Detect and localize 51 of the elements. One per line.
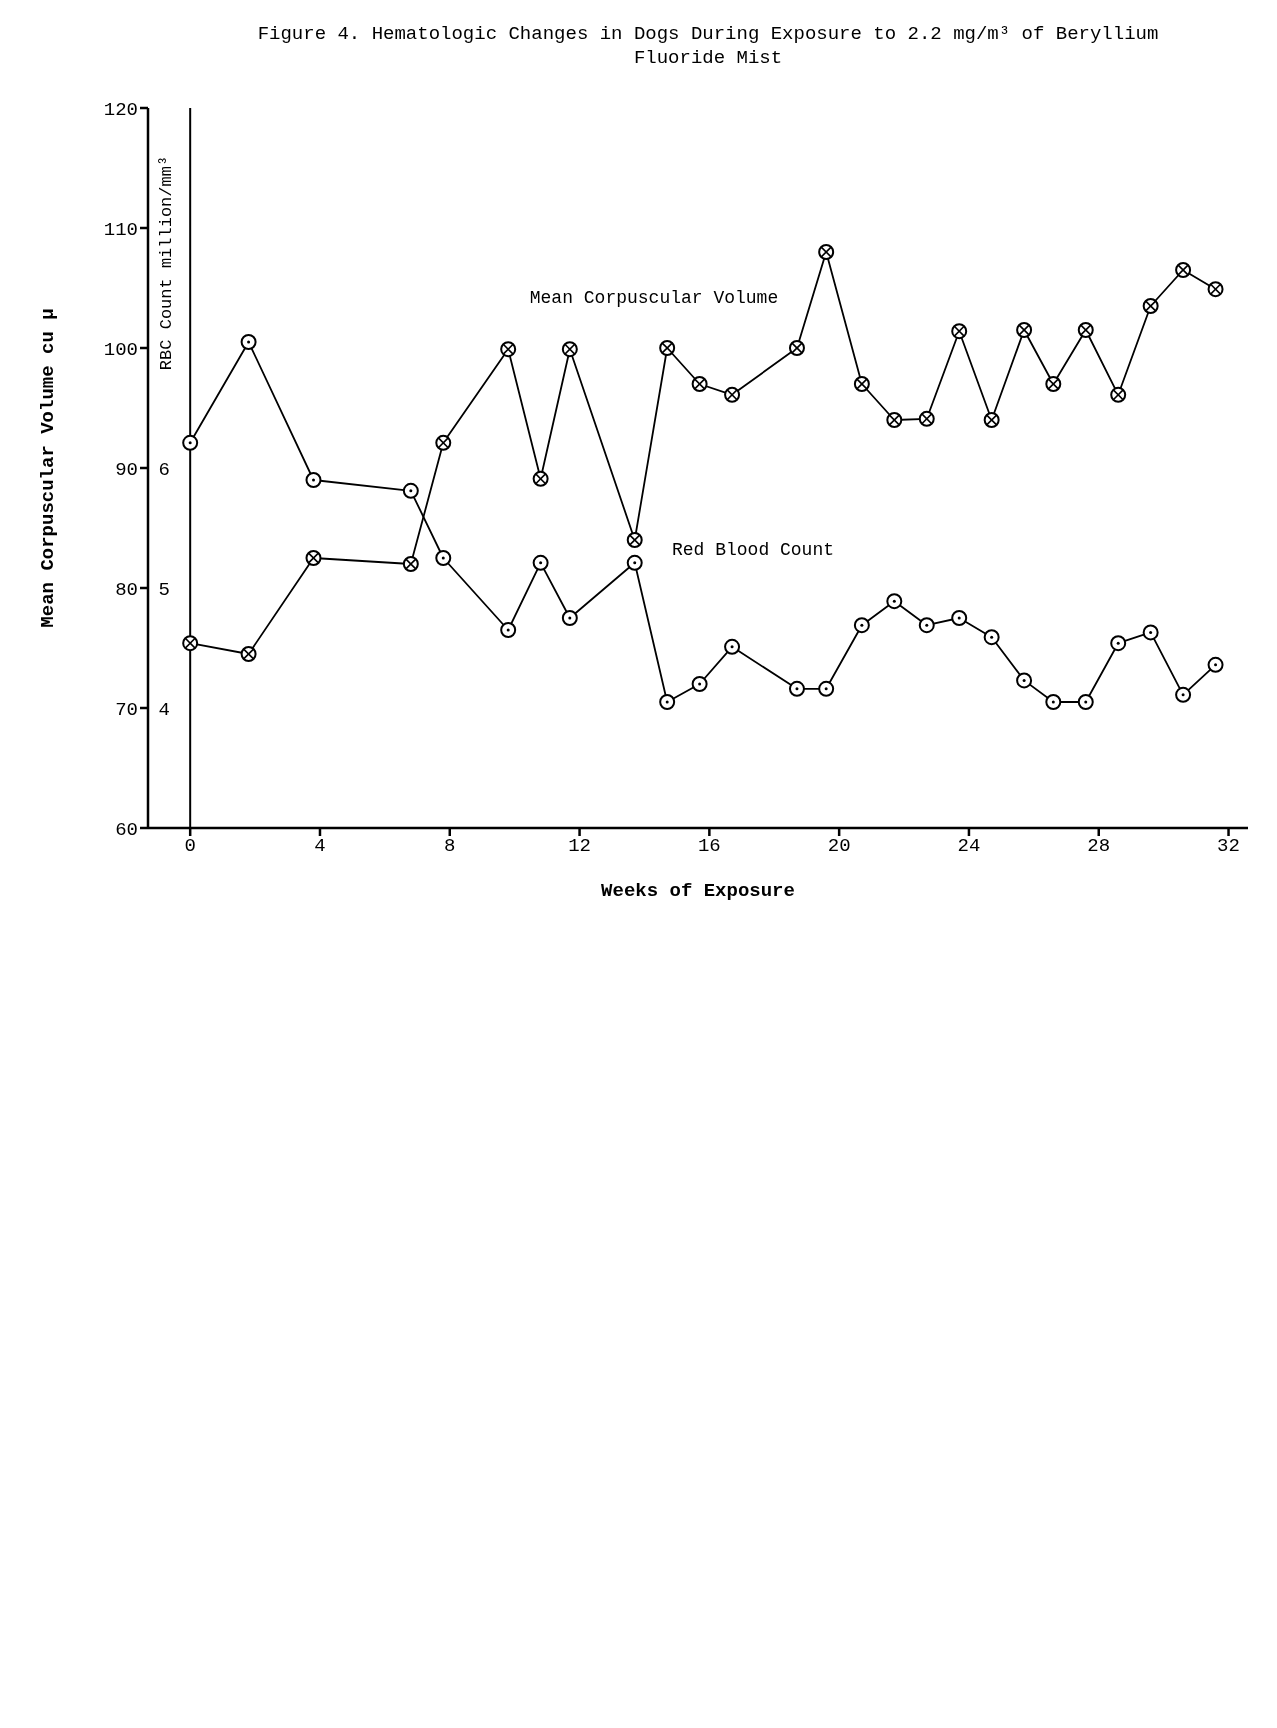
series-label: Mean Corpuscular Volume [528, 288, 780, 308]
point [182, 434, 199, 451]
x-tick-label: 24 [957, 835, 981, 858]
point [818, 680, 835, 697]
point [724, 638, 741, 655]
point [240, 334, 257, 350]
y-tick-label: 70 [115, 698, 138, 721]
y-tick-label: 90 [115, 458, 138, 481]
point [983, 629, 1000, 646]
x-tick-label: 0 [184, 835, 196, 858]
series-label: Red Blood Count [671, 540, 835, 560]
point [1077, 694, 1094, 710]
point [788, 680, 805, 697]
y-tick-label: 120 [103, 98, 138, 121]
y-tick-label: 110 [103, 218, 138, 241]
point [918, 617, 935, 634]
point [886, 593, 903, 610]
y2-tick-label: 5 [158, 578, 170, 601]
point [853, 617, 870, 634]
y2-tick-label: 6 [158, 458, 170, 481]
x-tick-label: 20 [827, 835, 851, 858]
point [1175, 686, 1192, 703]
x-axis-title: Weeks of Exposure [601, 880, 795, 902]
point [561, 610, 578, 626]
point [305, 472, 322, 488]
point [500, 622, 517, 638]
y-axis-title: Mean Corpuscular Volume cu μ [36, 308, 59, 628]
chart-title: Figure 4. Hematologic Changes in Dogs During Exposure to 2.2 mg/m³ of Beryllium Fluoride Mist [256, 22, 1160, 70]
x-tick-label: 28 [1087, 835, 1111, 858]
point [691, 676, 708, 692]
point [1207, 656, 1224, 673]
point [402, 482, 419, 499]
x-tick-label: 12 [568, 835, 591, 858]
point [435, 550, 452, 566]
x-tick-label: 4 [314, 835, 326, 858]
point [626, 554, 643, 571]
y-tick-label: 80 [115, 578, 138, 601]
point [1110, 635, 1127, 652]
x-tick-label: 16 [697, 835, 721, 858]
point [659, 694, 676, 710]
y-tick-label: 60 [115, 818, 138, 841]
point [951, 610, 968, 626]
point [532, 554, 549, 571]
x-tick-label: 32 [1217, 835, 1240, 858]
x-tick-label: 8 [444, 835, 456, 858]
point [1016, 672, 1033, 689]
point [1045, 694, 1062, 710]
y2-tick-label: 4 [158, 698, 170, 721]
point [1142, 624, 1159, 641]
y2-axis-title: RBC Count million/mm³ [157, 155, 177, 371]
y-tick-label: 100 [103, 338, 138, 361]
